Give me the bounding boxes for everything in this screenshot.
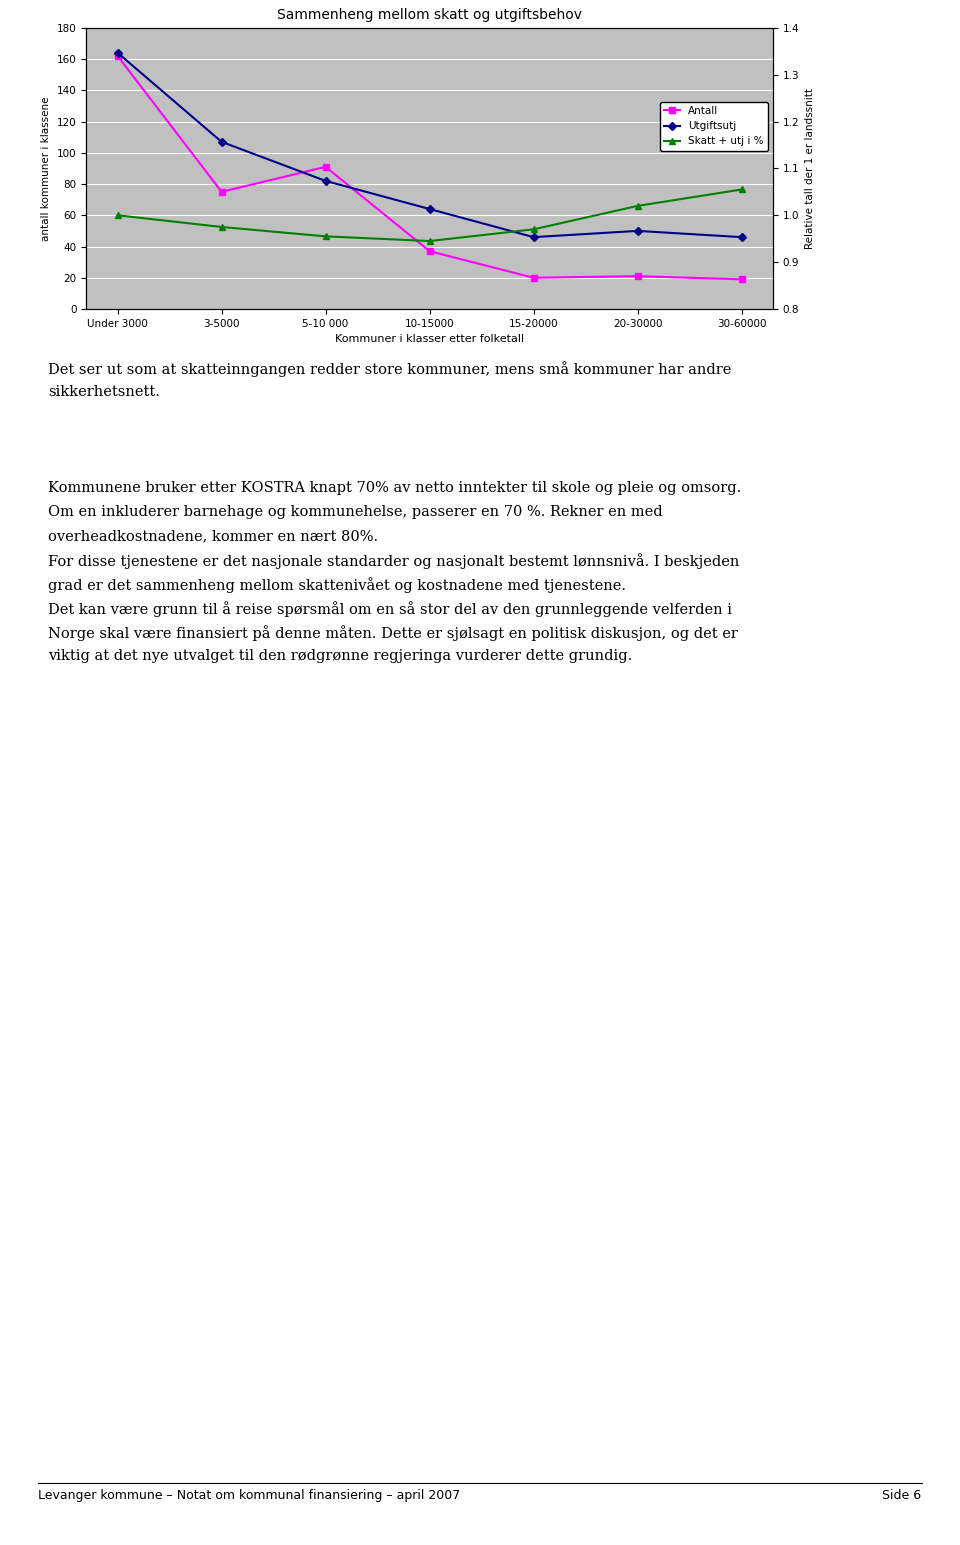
Antall (320, 158, 331, 176)
Antall (216, 182, 228, 201)
Text: For disse tjenestene er det nasjonale standarder og nasjonalt bestemt lønnsnivå.: For disse tjenestene er det nasjonale st… (48, 553, 739, 569)
Y-axis label: antall kommuner i klassene: antall kommuner i klassene (41, 96, 52, 241)
Antall (424, 243, 436, 261)
Text: overheadkostnadene, kommer en nært 80%.: overheadkostnadene, kommer en nært 80%. (48, 528, 378, 544)
Skatt + utj i % (528, 219, 540, 238)
Skatt + utj i % (111, 205, 123, 224)
Line: Antall: Antall (115, 53, 744, 283)
Skatt + utj i % (320, 227, 331, 246)
Utgiftsutj (111, 43, 123, 62)
Text: Om en inkluderer barnehage og kommunehelse, passerer en 70 %. Rekner en med: Om en inkluderer barnehage og kommunehel… (48, 505, 662, 519)
X-axis label: Kommuner i klasser etter folketall: Kommuner i klasser etter folketall (335, 334, 524, 345)
Skatt + utj i % (424, 232, 436, 250)
Text: Kommunene bruker etter KOSTRA knapt 70% av netto inntekter til skole og pleie og: Kommunene bruker etter KOSTRA knapt 70% … (48, 480, 741, 496)
Skatt + utj i % (216, 218, 228, 236)
Skatt + utj i % (735, 181, 747, 199)
Line: Skatt + utj i %: Skatt + utj i % (115, 187, 744, 244)
Utgiftsutj (320, 171, 331, 190)
Skatt + utj i % (632, 196, 643, 215)
Antall (528, 269, 540, 287)
Utgiftsutj (528, 227, 540, 246)
Title: Sammenheng mellom skatt og utgiftsbehov: Sammenheng mellom skatt og utgiftsbehov (277, 8, 582, 23)
Antall (735, 270, 747, 289)
Y-axis label: Relative tall der 1 er landssnitt: Relative tall der 1 er landssnitt (804, 88, 815, 249)
Line: Utgiftsutj: Utgiftsutj (115, 49, 744, 239)
Text: grad er det sammenheng mellom skattenivået og kostnadene med tjenestene.: grad er det sammenheng mellom skattenivå… (48, 576, 626, 593)
Text: Levanger kommune – Notat om kommunal finansiering – april 2007: Levanger kommune – Notat om kommunal fin… (38, 1489, 461, 1502)
Text: Side 6: Side 6 (882, 1489, 922, 1502)
Antall (632, 267, 643, 286)
Utgiftsutj (632, 221, 643, 239)
Text: sikkerhetsnett.: sikkerhetsnett. (48, 385, 160, 400)
Utgiftsutj (735, 227, 747, 246)
Legend: Antall, Utgiftsutj, Skatt + utj i %: Antall, Utgiftsutj, Skatt + utj i % (660, 102, 768, 150)
Utgiftsutj (216, 133, 228, 151)
Text: viktig at det nye utvalget til den rødgrønne regjeringa vurderer dette grundig.: viktig at det nye utvalget til den rødgr… (48, 649, 633, 663)
Antall (111, 46, 123, 65)
Text: Det kan være grunn til å reise spørsmål om en så stor del av den grunnleggende v: Det kan være grunn til å reise spørsmål … (48, 601, 732, 616)
Text: Det ser ut som at skatteinngangen redder store kommuner, mens små kommuner har a: Det ser ut som at skatteinngangen redder… (48, 362, 732, 377)
Utgiftsutj (424, 199, 436, 218)
Text: Norge skal være finansiert på denne måten. Dette er sjølsagt en politisk diskusj: Norge skal være finansiert på denne måte… (48, 624, 738, 641)
